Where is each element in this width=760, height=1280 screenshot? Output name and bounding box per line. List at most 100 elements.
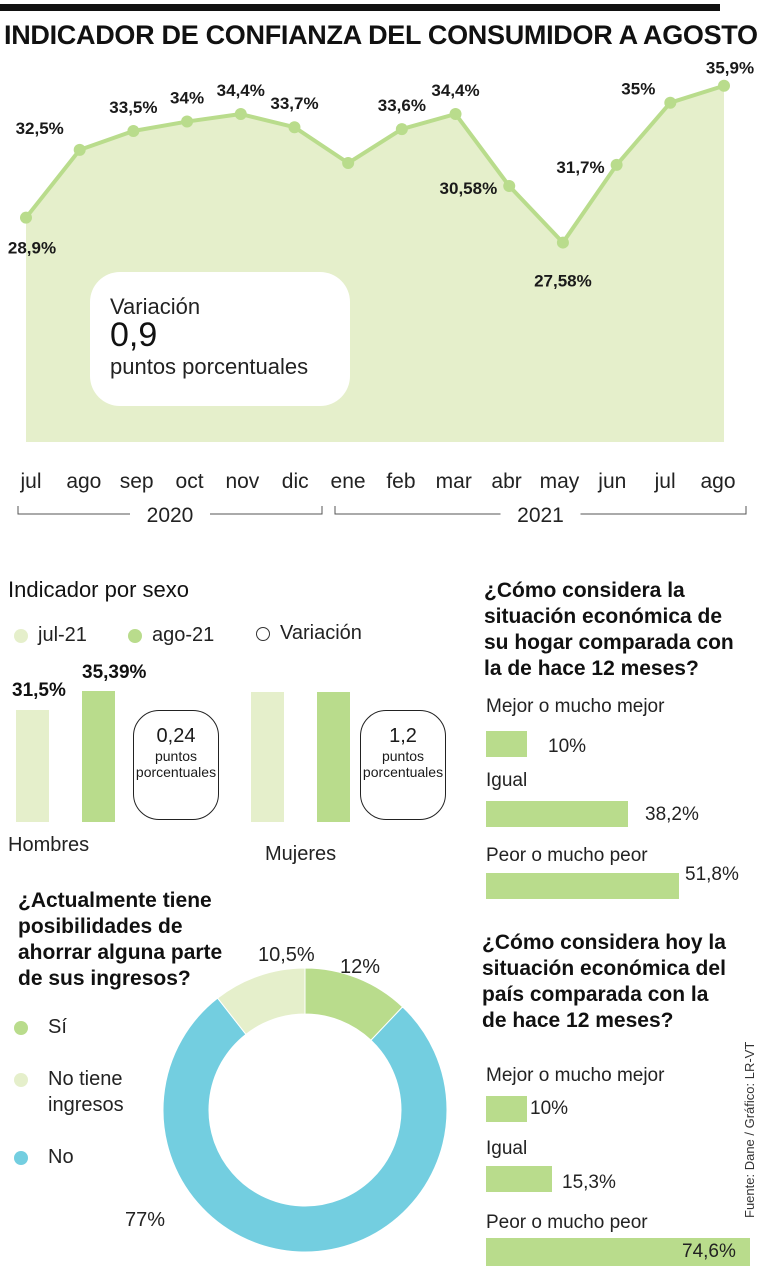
country-cat-3: Peor o mucho peor: [486, 1212, 648, 1233]
save-legend-no: No: [14, 1146, 74, 1169]
legend-jul21-label: jul-21: [38, 624, 87, 646]
savings-donut-chart: 12% 10,5% 77%: [125, 944, 448, 1253]
x-tick-label: ago: [66, 470, 101, 493]
source-credit: Fuente: Dane / Gráfico: LR-VT: [742, 1041, 757, 1218]
country-title-line-3: país comparada con la: [482, 983, 709, 1006]
home-value-1: 10%: [548, 736, 587, 757]
country-title-line-1: ¿Cómo considera hoy la: [482, 931, 726, 954]
x-tick-label: mar: [436, 470, 472, 493]
x-tick-label: nov: [225, 470, 259, 493]
x-tick-label: jul: [654, 470, 676, 493]
chart-data-label: 34,4%: [431, 81, 479, 100]
home-value-3: 51,8%: [685, 864, 739, 885]
country-question-title: ¿Cómo considera hoy la situación económi…: [482, 930, 726, 1034]
chart-data-label: 27,58%: [534, 272, 592, 291]
country-bar-1: [486, 1096, 527, 1122]
page-title: INDICADOR DE CONFIANZA DEL CONSUMIDOR A …: [4, 20, 758, 50]
chart-data-label: 33,5%: [109, 98, 157, 117]
x-tick-label: feb: [386, 470, 415, 493]
variation-label: Variación: [110, 294, 201, 319]
save-legend-dot-noing: [14, 1072, 28, 1087]
country-title-line-2: situación económica del: [482, 957, 726, 980]
chart-data-label: 35%: [621, 80, 655, 99]
chart-point: [664, 96, 677, 109]
legend-dot-variation: [256, 626, 270, 641]
save-title-line-2: posibilidades de: [18, 915, 183, 938]
country-cat-2: Igual: [486, 1138, 528, 1159]
x-tick-label: ene: [331, 470, 366, 493]
chart-point: [288, 121, 301, 134]
country-value-2: 15,3%: [562, 1172, 616, 1193]
chart-data-label: 32,5%: [16, 119, 64, 138]
save-legend-noing-label-1: No tiene: [48, 1068, 123, 1090]
chart-point: [181, 115, 194, 128]
save-title-line-4: de sus ingresos?: [18, 967, 191, 990]
legend-dot-ago21: [128, 628, 142, 643]
save-legend-si-label: Sí: [48, 1016, 67, 1038]
chart-point: [234, 108, 247, 121]
women-variation-bubble: 1,2 puntos porcentuales: [360, 710, 446, 820]
save-title-line-3: ahorrar alguna parte: [18, 941, 223, 964]
chart-data-label: 34,4%: [217, 81, 265, 100]
women-variation-value: 1,2: [389, 725, 417, 747]
top-rule: [0, 4, 720, 11]
home-cat-1: Mejor o mucho mejor: [486, 696, 665, 717]
home-cat-3: Peor o mucho peor: [486, 845, 648, 866]
year-bracket: 2021: [334, 504, 747, 527]
men-label: Hombres: [8, 834, 90, 856]
home-cat-2: Igual: [486, 770, 528, 791]
year-label: 2021: [517, 504, 564, 527]
year-label: 2020: [147, 504, 194, 527]
x-tick-label: may: [540, 470, 580, 493]
women-variation-unit-1: puntos: [381, 748, 425, 764]
home-question-title: ¿Cómo considera la situación económica d…: [484, 578, 734, 682]
chart-data-label: 33,7%: [270, 94, 318, 113]
save-legend-noing: No tiene: [14, 1068, 123, 1091]
save-legend-si: Sí: [14, 1016, 67, 1039]
x-tick-label: jun: [597, 470, 626, 493]
women-label: Mujeres: [265, 843, 337, 865]
men-jul-bar: [16, 710, 49, 822]
women-jul-bar: [251, 692, 284, 822]
x-tick-label: jul: [19, 470, 41, 493]
x-tick-label: abr: [491, 470, 521, 493]
country-cat-1: Mejor o mucho mejor: [486, 1065, 665, 1086]
chart-point: [503, 180, 516, 193]
men-variation-bubble: 0,24 puntos porcentuales: [133, 710, 219, 820]
chart-point: [395, 123, 408, 136]
legend-variation-label: Variación: [280, 622, 362, 644]
sex-title: Indicador por sexo: [8, 577, 189, 602]
donut-label: 12%: [340, 956, 380, 978]
chart-data-label: 34%: [170, 89, 204, 108]
men-ago-bar: [82, 691, 115, 822]
chart-point: [20, 211, 32, 224]
x-tick-label: oct: [176, 470, 204, 493]
legend-variation: Variación: [256, 622, 362, 645]
legend-dot-jul21: [14, 628, 28, 643]
country-bar-3: [486, 1238, 750, 1266]
legend-ago21-label: ago-21: [152, 624, 215, 646]
men-variation-value: 0,24: [156, 725, 196, 747]
save-title-line-1: ¿Actualmente tiene: [18, 889, 212, 912]
save-legend-noing-label-2: ingresos: [48, 1094, 124, 1116]
variation-box: Variación 0,9 puntos porcentuales: [90, 272, 350, 406]
men-jul-label: 31,5%: [12, 680, 66, 701]
chart-point: [342, 157, 355, 170]
variation-value: 0,9: [110, 316, 158, 354]
year-bracket: 2020: [17, 504, 323, 527]
men-variation-unit-2: porcentuales: [135, 764, 217, 780]
donut-slice-no-tiene-ingresos: [216, 967, 306, 1036]
chart-data-label: 35,9%: [706, 59, 754, 78]
women-variation-unit-2: porcentuales: [362, 764, 444, 780]
legend-jul21: jul-21: [14, 624, 87, 647]
save-legend-no-label: No: [48, 1146, 74, 1168]
men-ago-label: 35,39%: [82, 662, 147, 683]
chart-data-label: 33,6%: [378, 96, 426, 115]
chart-data-label: 30,58%: [440, 179, 498, 198]
home-title-line-1: ¿Cómo considera la: [484, 579, 685, 602]
chart-point: [610, 158, 623, 171]
donut-slice-no: [162, 997, 448, 1253]
home-bar-2: [486, 801, 628, 827]
save-legend-dot-si: [14, 1020, 28, 1035]
x-tick-label: ago: [700, 470, 735, 493]
